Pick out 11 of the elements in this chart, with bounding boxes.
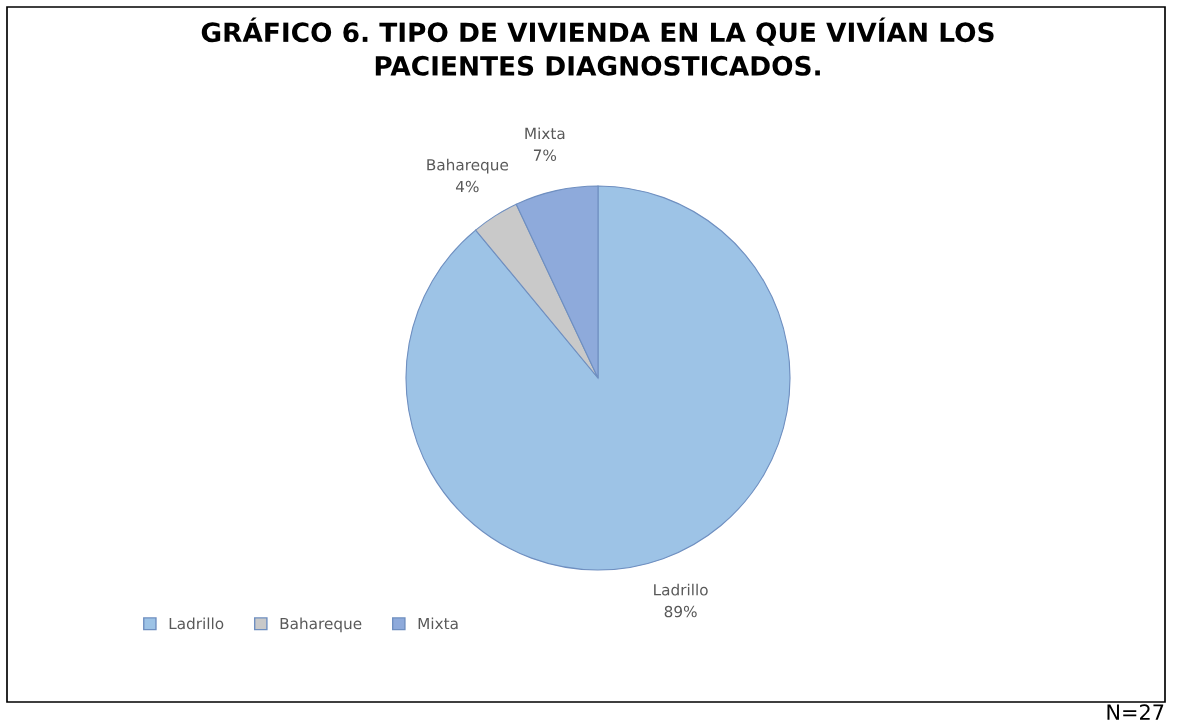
- data-label: 4%: [455, 180, 479, 193]
- chart-title: GRÁFICO 6. TIPO DE VIVIENDA EN LA QUE VIVÍAN LOS PACIENTES DIAGNOSTICADOS.: [201, 17, 994, 76]
- slice-label: Mixta: [525, 127, 565, 140]
- data-label: 7%: [533, 149, 557, 161]
- text: N=27: [1107, 704, 1164, 720]
- legend-label: Bahareque: [280, 617, 362, 633]
- slice-label: Ladrillo: [654, 583, 708, 596]
- data-label: 89%: [664, 605, 697, 618]
- legend-label: Ladrillo: [169, 617, 224, 630]
- slice-label: Bahareque: [427, 158, 509, 174]
- legend-label: Mixta: [418, 617, 458, 630]
